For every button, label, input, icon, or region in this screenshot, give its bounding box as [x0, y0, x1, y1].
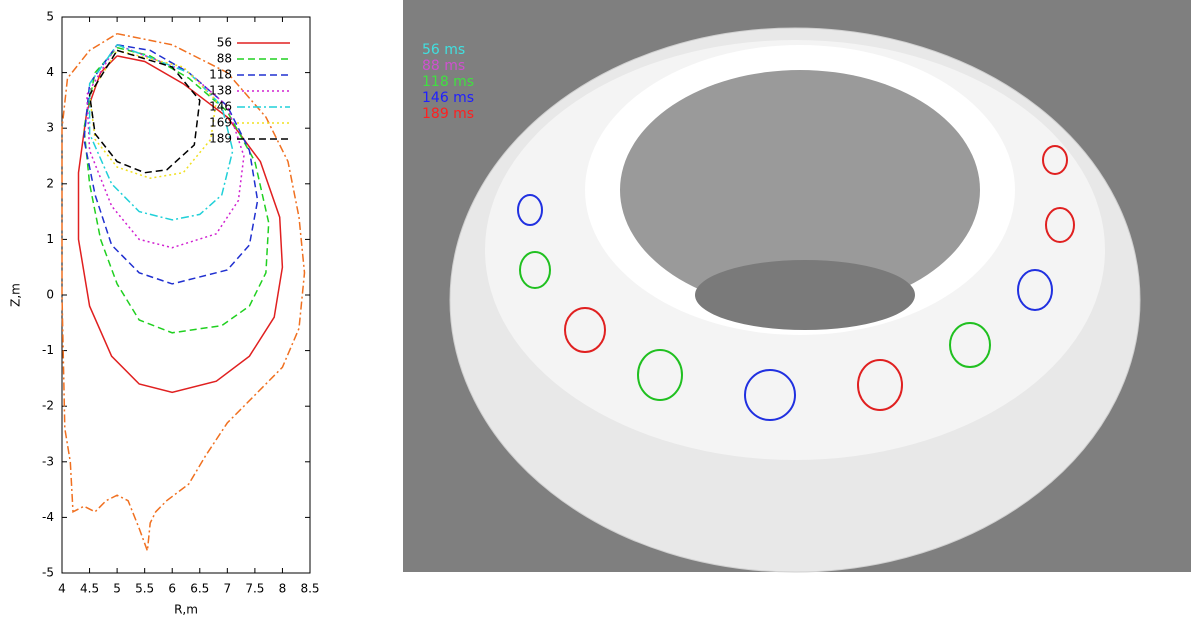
x-tick-label: 6: [168, 582, 176, 596]
y-tick-label: -2: [42, 399, 54, 413]
render-label: 146 ms: [422, 90, 474, 106]
plot-frame: [62, 17, 310, 573]
y-tick-label: -5: [42, 566, 54, 580]
x-tick-label: 8.5: [300, 582, 319, 596]
render-label: 56 ms: [422, 42, 465, 58]
y-tick-label: -1: [42, 343, 54, 357]
x-tick-label: 5.5: [135, 582, 154, 596]
legend-label: 88: [217, 52, 232, 66]
y-tick-label: 1: [46, 232, 54, 246]
y-tick-label: 0: [46, 288, 54, 302]
x-tick-label: 7: [224, 582, 232, 596]
legend-label: 169: [209, 116, 232, 130]
torus-hole-floor: [695, 260, 915, 330]
legend-label: 138: [209, 84, 232, 98]
series-line: [79, 56, 283, 392]
x-tick-label: 6.5: [190, 582, 209, 596]
page: 56 ms88 ms118 ms146 ms189 ms R,m Z,m 4 4.…: [0, 0, 1191, 619]
render-label: 118 ms: [422, 74, 474, 90]
y-tick-label: 4: [46, 65, 54, 79]
chart: R,m Z,m 4 4.5 5 5.5 6 6.5 7 7.5 8 8.5 -5 -4 -3 -2 -1 0 1…: [9, 10, 320, 617]
x-tick-label: 4.5: [80, 582, 99, 596]
x-tick-label: 8: [279, 582, 287, 596]
render-label: 189 ms: [422, 106, 474, 122]
legend-label: 189: [209, 132, 232, 146]
y-tick-label: -3: [42, 454, 54, 468]
y-tick-label: -4: [42, 510, 54, 524]
x-tick-label: 7.5: [245, 582, 264, 596]
series-line: [90, 50, 217, 178]
legend-label: 118: [209, 68, 232, 82]
y-tick-label: 5: [46, 10, 54, 24]
series-line: [84, 48, 269, 333]
y-tick-label: 3: [46, 121, 54, 135]
series-line: [62, 34, 305, 551]
render-label: 88 ms: [422, 58, 465, 74]
x-tick-label: 4: [58, 582, 66, 596]
x-tick-label: 5: [113, 582, 121, 596]
y-tick-label: 2: [46, 176, 54, 190]
y-axis-label: Z,m: [9, 283, 23, 307]
x-axis-label: R,m: [174, 603, 198, 617]
legend-label: 146: [209, 100, 232, 114]
legend-label: 56: [217, 36, 232, 50]
